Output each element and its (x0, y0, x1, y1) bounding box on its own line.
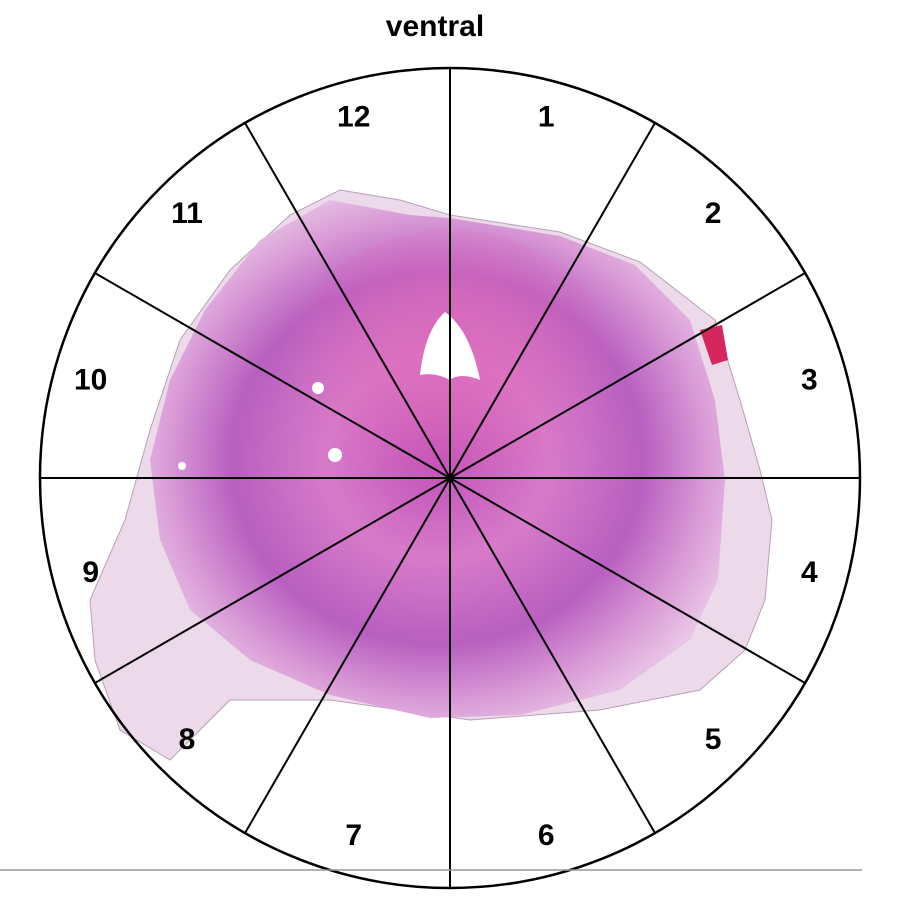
sector-label: 10 (74, 364, 107, 397)
sector-label: 8 (179, 723, 196, 756)
gland (328, 448, 342, 462)
sector-label: 7 (345, 819, 362, 852)
spokes (40, 68, 860, 888)
sector-label: 12 (337, 101, 370, 134)
tissue-spot (700, 325, 728, 365)
sector-label: 11 (171, 197, 203, 230)
spoke (244, 122, 656, 834)
gland (312, 382, 324, 394)
sector-label: 5 (705, 723, 722, 756)
sector-label: 9 (82, 556, 99, 589)
title: ventral (386, 10, 484, 43)
sector-label: 1 (538, 101, 555, 134)
sector-label: 4 (801, 556, 818, 589)
sector-label: 2 (705, 197, 722, 230)
sector-label: 6 (538, 819, 555, 852)
sector-label: 3 (801, 364, 818, 397)
gland (178, 462, 186, 470)
